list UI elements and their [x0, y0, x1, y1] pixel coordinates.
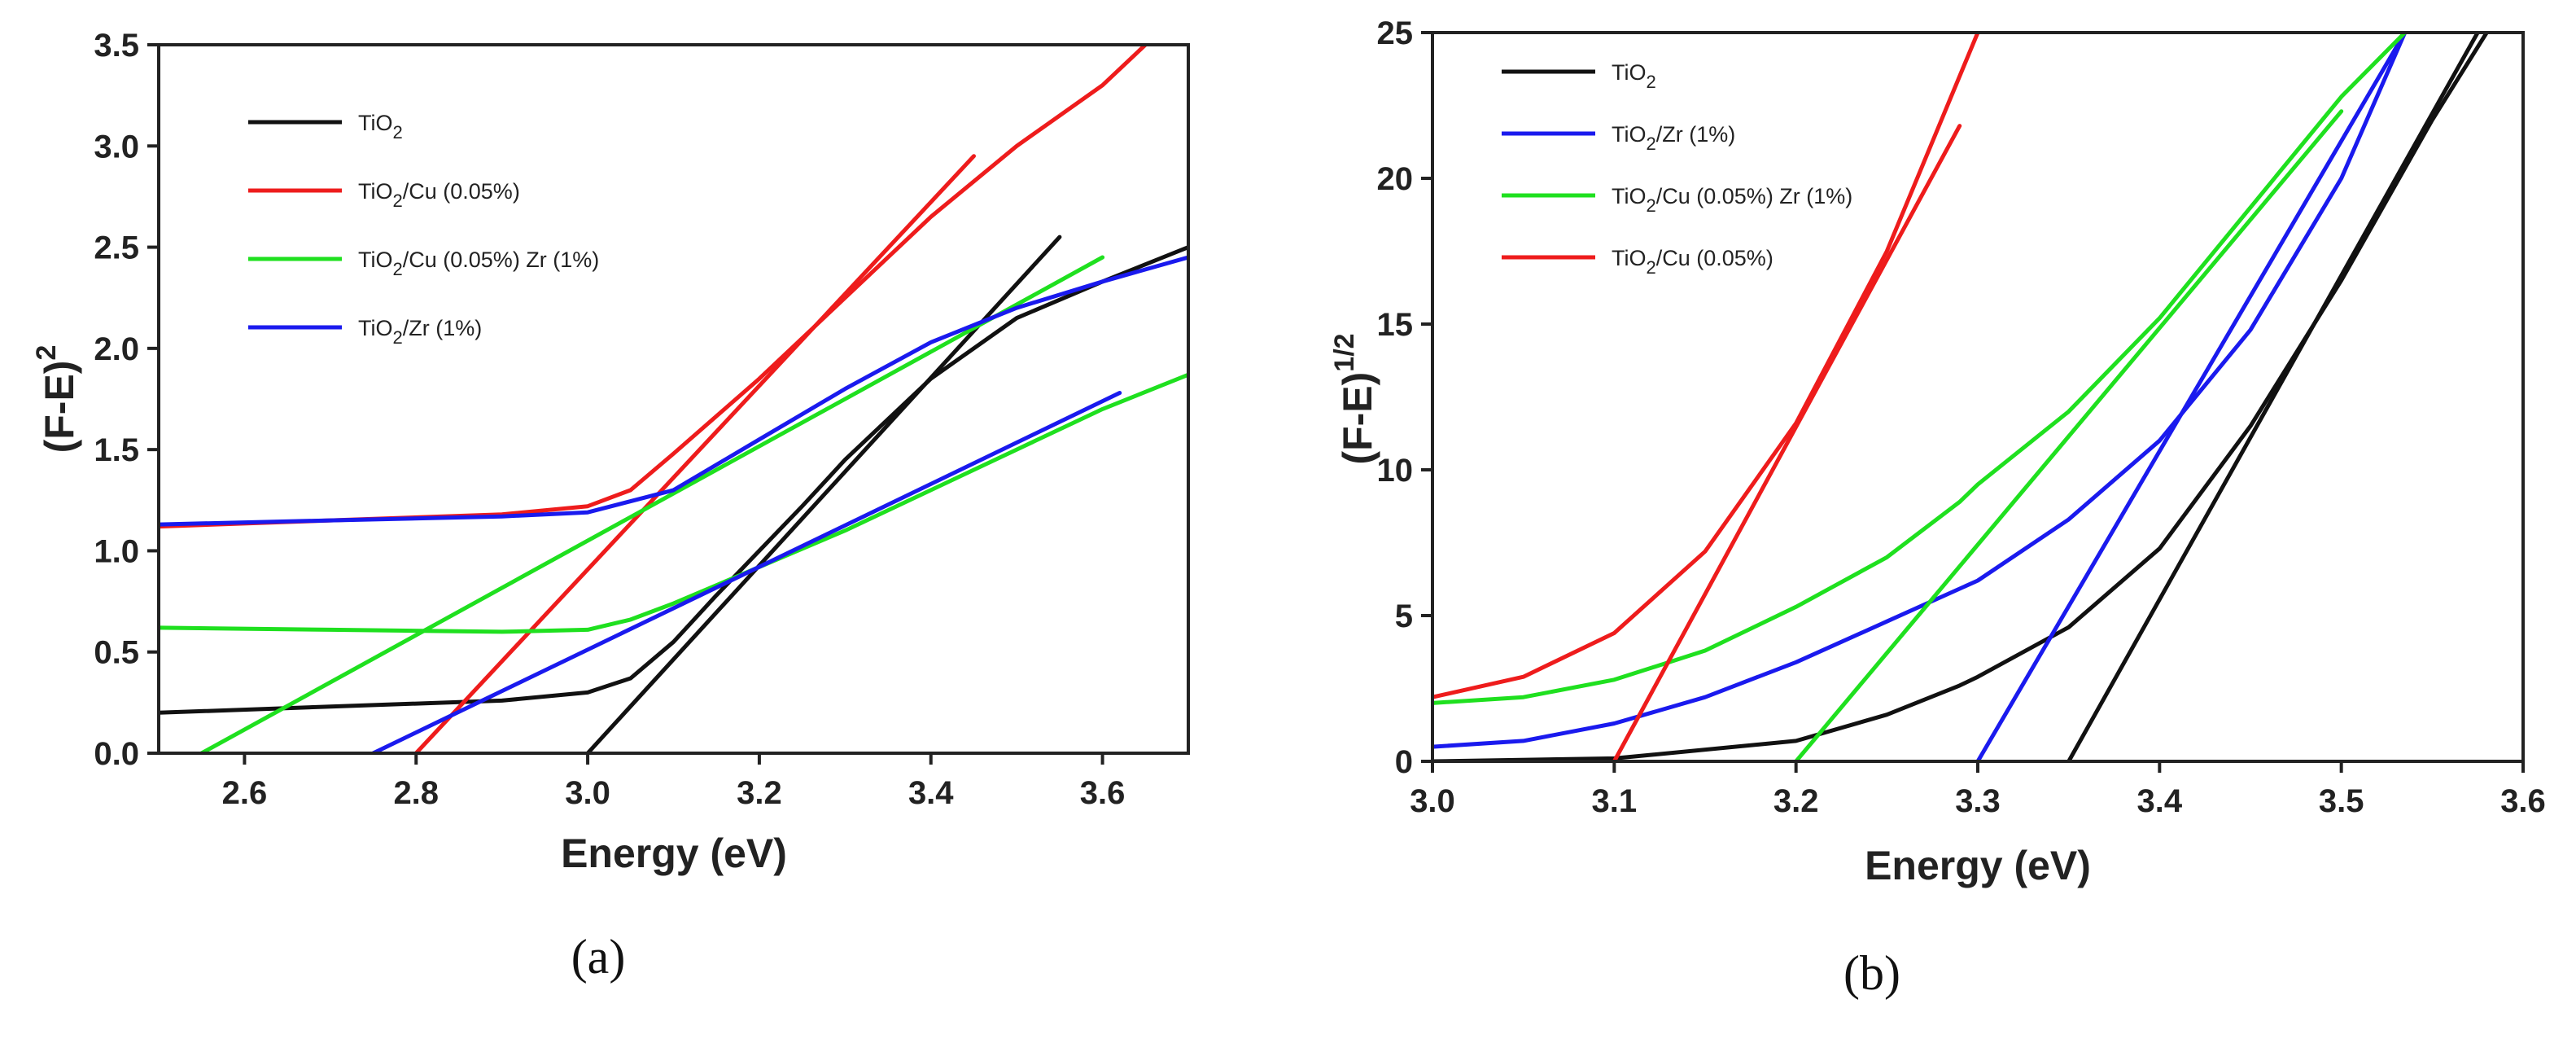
panel-b-y-tick-label: 20 — [1377, 161, 1414, 197]
panel-a-x-axis-title: Energy (eV) — [561, 831, 787, 876]
panel-a-legend-label: TiO2/Cu (0.05%) Zr (1%) — [358, 248, 599, 279]
panel-b-x-tick-label: 3.3 — [1955, 783, 2001, 819]
panel-a-y-tick-label: 1.0 — [94, 533, 139, 569]
panel-b-y-tick-label: 0 — [1395, 744, 1413, 780]
panel-a-y-tick-label: 3.0 — [94, 129, 139, 164]
panel-a-legend: TiO2 TiO2/Cu (0.05%) TiO2/Cu (0.05%) Zr (1… — [248, 111, 599, 348]
panel-a-plot-frame — [157, 43, 1190, 755]
panel-a-x-tick-label: 3.4 — [908, 775, 954, 811]
panel-b-series — [1432, 33, 2489, 761]
panel-a-series-zr-fit — [371, 391, 1122, 753]
panel-a-x-tick-label: 3.6 — [1080, 775, 1126, 811]
panel-b-legend-label: TiO2 — [1612, 60, 1656, 92]
panel-b-series-zr-curve — [1432, 33, 2408, 749]
panel-b-y-tick-label: 10 — [1377, 453, 1414, 489]
panel-a-label: (a) — [571, 930, 626, 984]
panel-b-y-axis-title: (F-E)1/2 — [1329, 333, 1380, 464]
panel-a-x-tick-label: 3.2 — [737, 775, 782, 811]
panel-a-series-cuzr-fit — [199, 255, 1105, 753]
panel-a-series-zr-curve — [159, 255, 1188, 527]
panel-a-x-tick-label: 2.8 — [393, 775, 439, 811]
panel-b-y-tick-label: 5 — [1395, 598, 1413, 634]
panel-b-x-tick-label: 3.1 — [1592, 783, 1638, 819]
panel-a-y-tick-label: 2.0 — [94, 331, 139, 367]
panel-b-y-tick-label: 15 — [1377, 307, 1414, 343]
panel-a-ticks: 2.6 2.8 3.0 3.2 3.4 3.6 0.0 0.5 1.0 1.5 2.0 2.5 3.0 3… — [94, 28, 1125, 811]
panel-b-series-cuzr-curve — [1432, 33, 2408, 705]
panel-a-y-tick-label: 0.0 — [94, 736, 139, 772]
panel-b-legend: TiO2 TiO2/Zr (1%) TiO2/Cu (0.05%) Zr (1%) T… — [1502, 60, 1852, 278]
panel-b-series-zr-fit — [1975, 33, 2408, 761]
panel-a-legend-label: TiO2/Zr (1%) — [358, 316, 482, 348]
panel-b-legend-label: TiO2/Zr (1%) — [1612, 122, 1735, 154]
panel-a-x-tick-label: 2.6 — [222, 775, 268, 811]
panel-a-y-tick-label: 3.5 — [94, 28, 139, 64]
panel-b-series-cu-fit — [1612, 124, 1962, 761]
panel-b-plot-frame — [1431, 31, 2525, 763]
panel-b-x-tick-label: 3.0 — [1410, 783, 1455, 819]
panel-b-ticks: 3.0 3.1 3.2 3.3 3.4 3.5 3.6 0 5 10 15 20 25 — [1377, 15, 2546, 819]
panel-a-series-cuzr-curve — [159, 372, 1188, 634]
panel-a-series-cu-curve — [159, 45, 1148, 529]
panel-b-legend-label: TiO2/Cu (0.05%) — [1612, 246, 1773, 278]
panel-a: 2.6 2.8 3.0 3.2 3.4 3.6 0.0 0.5 1.0 1.5 2.0 2.5 3.0 3… — [31, 28, 1190, 984]
panel-b-legend-label: TiO2/Cu (0.05%) Zr (1%) — [1612, 184, 1852, 216]
panel-b-x-tick-label: 3.6 — [2500, 783, 2546, 819]
panel-a-series-tio2-curve — [159, 245, 1188, 715]
panel-a-y-axis-title: (F-E)2 — [31, 345, 82, 454]
panel-b-series-tio2-fit — [2066, 33, 2480, 761]
panel-a-legend-label: TiO2 — [358, 111, 403, 142]
panel-b-x-tick-label: 3.4 — [2137, 783, 2183, 819]
panel-b-series-tio2-curve — [1432, 33, 2489, 761]
panel-b-series-cuzr-fit — [1794, 109, 2344, 761]
panel-a-legend-label: TiO2/Cu (0.05%) — [358, 179, 520, 211]
panel-b-x-tick-label: 3.5 — [2319, 783, 2364, 819]
panel-a-y-tick-label: 2.5 — [94, 230, 139, 266]
panel-a-x-tick-label: 3.0 — [565, 775, 610, 811]
panel-a-y-tick-label: 1.5 — [94, 432, 139, 468]
panel-b-x-tick-label: 3.2 — [1773, 783, 1819, 819]
panel-b-y-tick-label: 25 — [1377, 15, 1414, 51]
panel-b-x-axis-title: Energy (eV) — [1865, 843, 2091, 888]
panel-b-label: (b) — [1843, 946, 1900, 1000]
panel-b-series-cu-curve — [1432, 33, 1980, 699]
panel-a-series-cu-fit — [413, 154, 976, 753]
panel-a-y-tick-label: 0.5 — [94, 635, 139, 671]
panel-a-series — [159, 45, 1188, 753]
